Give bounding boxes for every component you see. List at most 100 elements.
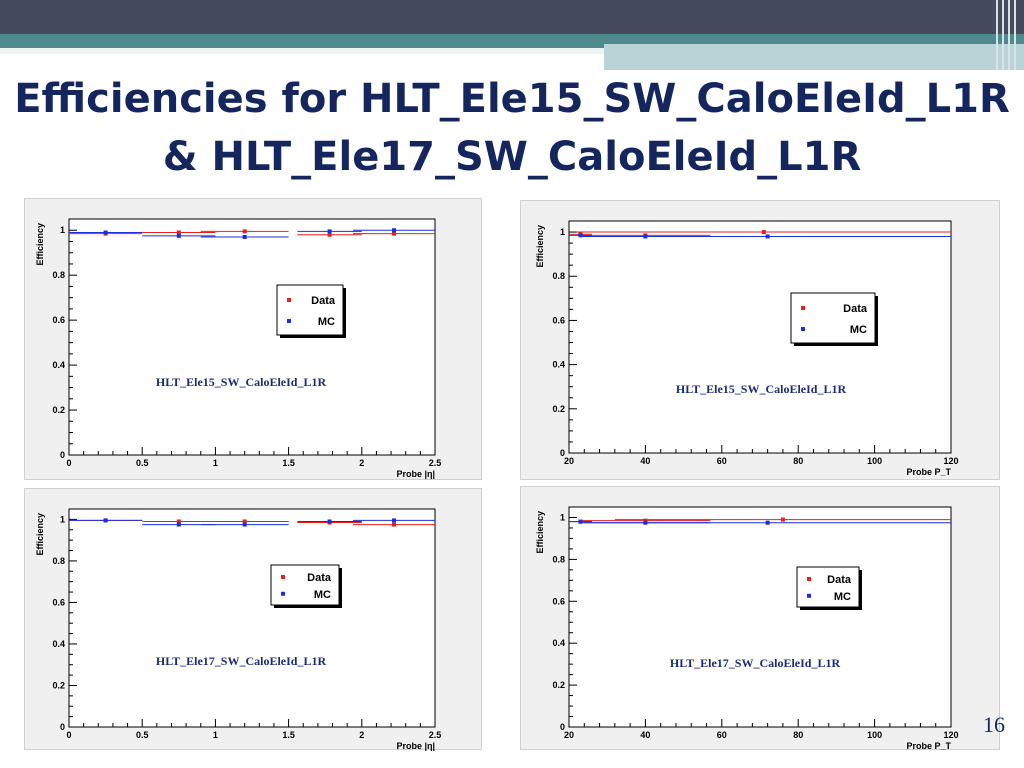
x-tick-label: 60 [717,730,727,740]
y-tick-label: 0.2 [552,404,565,414]
legend-label-data: Data [843,303,868,315]
plot-frame [568,506,952,728]
x-axis-label: Probe P_T [906,741,951,751]
plot-frame [568,220,952,454]
x-tick-label: 1.5 [282,458,295,468]
x-tick-label: 2 [359,458,364,468]
y-tick-label: 0.6 [52,315,65,325]
slide-title-line-2: & HLT_Ele17_SW_CaloEleId_L1R [162,134,862,180]
header-edge-lines [992,0,1024,70]
slide-title-line-1: Efficiencies for HLT_Ele15_SW_CaloEleId_… [14,76,1010,122]
y-tick-label: 0.8 [552,271,565,281]
y-tick-label: 0.2 [52,405,65,415]
y-axis-label: Efficiency [35,513,45,556]
data-point-data [176,519,181,524]
data-point-mc [176,233,181,238]
x-tick-label: 1 [213,730,218,740]
legend-label-mc: MC [318,316,335,328]
x-tick-label: 2.5 [429,458,442,468]
chart-panel-3: 0 0.2 0.4 0.6 0.8 1 0 0.5 1 1.5 2 2.5 Efficiency Prob… [24,488,482,751]
legend-box [270,564,340,606]
y-tick-label: 1 [560,512,565,522]
y-tick-label: 0 [560,722,565,732]
legend-marker-mc [287,319,291,323]
data-point-mc [103,230,108,235]
x-tick-label: 0 [66,730,71,740]
data-point-data [242,229,247,234]
data-point-mc [578,519,583,524]
legend-label-mc: MC [834,591,851,603]
y-tick-label: 0.4 [52,360,65,370]
y-tick-label: 0.4 [552,360,565,370]
chart-panel-4: 0 0.2 0.4 0.6 0.8 1 20 40 60 80 100 120 Efficiency Pr… [520,486,1000,751]
y-tick-label: 1 [60,514,65,524]
data-point-mc [103,518,108,523]
y-tick-label: 0.6 [552,315,565,325]
x-axis-label: Probe |η| [396,741,435,751]
data-point-mc [327,519,332,524]
legend-label-data: Data [307,572,332,584]
y-tick-label: 0.4 [552,638,565,648]
chart-3: 0 0.2 0.4 0.6 0.8 1 0 0.5 1 1.5 2 2.5 Efficiency Prob… [35,508,442,751]
data-point-mc [176,522,181,527]
y-tick-label: 0.8 [552,554,565,564]
legend-label-mc: MC [314,589,331,601]
x-tick-label: 80 [793,730,803,740]
data-point-data [643,518,648,523]
data-point-data [780,517,785,522]
chart-annotation: HLT_Ele17_SW_CaloEleId_L1R [670,656,841,670]
legend-label-mc: MC [850,324,867,336]
plot-frame [68,218,436,456]
legend-marker-data [801,306,805,310]
data-point-mc [242,522,247,527]
data-point-mc [242,234,247,239]
legend-box [790,292,876,344]
x-tick-label: 40 [640,456,650,466]
header-light-band [0,48,604,54]
legend-marker-mc [801,327,805,331]
x-tick-label: 1 [213,458,218,468]
x-tick-label: 120 [943,456,958,466]
y-tick-label: 0.4 [52,639,65,649]
x-tick-label: 0.5 [136,730,149,740]
legend-marker-data [281,575,285,579]
x-tick-label: 2.5 [429,730,442,740]
y-tick-label: 0 [60,722,65,732]
x-tick-label: 60 [717,456,727,466]
chart-annotation: HLT_Ele15_SW_CaloEleId_L1R [156,375,327,389]
slide-title: Efficiencies for HLT_Ele15_SW_CaloEleId_… [0,70,1024,186]
x-axis-label: Probe |η| [396,469,435,479]
data-point-mc [765,520,770,525]
y-tick-label: 0 [560,448,565,458]
chart-annotation: HLT_Ele15_SW_CaloEleId_L1R [676,382,847,396]
legend-box [796,566,860,608]
y-tick-label: 1 [60,225,65,235]
legend-marker-data [287,298,291,302]
y-tick-label: 0.6 [52,597,65,607]
y-axis-label: Efficiency [535,511,545,554]
legend-marker-mc [807,593,811,598]
y-tick-label: 0.8 [52,556,65,566]
x-tick-label: 40 [640,730,650,740]
x-tick-label: 80 [793,456,803,466]
data-point-mc [327,229,332,234]
x-tick-label: 20 [564,456,574,466]
y-tick-label: 1 [560,227,565,237]
y-axis-label: Efficiency [535,225,545,268]
header-dark-band [0,0,1024,34]
x-tick-label: 1.5 [282,730,295,740]
legend-marker-data [807,577,811,581]
data-point-data [392,522,397,527]
data-point-mc [578,233,583,238]
y-tick-label: 0 [60,450,65,460]
plot-frame [68,508,436,728]
y-tick-label: 0.8 [52,270,65,280]
header-accent-band [604,44,1024,70]
chart-annotation: HLT_Ele17_SW_CaloEleId_L1R [156,654,327,668]
data-point-mc [392,518,397,523]
legend-label-data: Data [827,574,852,586]
page-number: 16 [983,712,1005,737]
data-point-data [242,519,247,524]
